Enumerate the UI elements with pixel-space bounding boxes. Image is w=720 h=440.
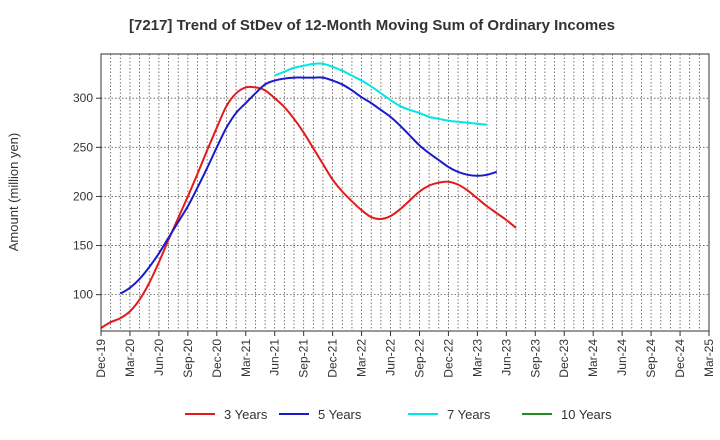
x-tick-label: Jun-20: [152, 339, 166, 376]
x-tick-label: Jun-22: [384, 339, 398, 376]
y-tick-label: 150: [73, 239, 93, 253]
x-tick-label: Jun-23: [499, 339, 513, 376]
x-tick-label: Mar-21: [239, 339, 253, 377]
series-line-3-years: [100, 85, 517, 329]
x-tick-label: Jun-24: [615, 339, 629, 376]
x-tick-label: Mar-25: [702, 339, 716, 377]
x-tick-label: Dec-21: [326, 339, 340, 378]
chart-title: [7217] Trend of StDev of 12-Month Moving…: [129, 17, 615, 34]
y-axis-label: Amount (million yen): [6, 133, 21, 252]
grid: [101, 54, 709, 331]
legend: 3 Years 5 Years 7 Years 10 Years: [185, 407, 612, 422]
x-tick-label: Sep-21: [297, 339, 311, 378]
series-line-7-years: [274, 62, 488, 126]
legend-label: 10 Years: [561, 407, 612, 422]
x-tick-label: Mar-24: [586, 339, 600, 377]
x-tick-label: Dec-23: [557, 339, 571, 378]
y-tick-label: 300: [73, 91, 93, 105]
series-lines: [100, 62, 517, 329]
x-tick-label: Dec-22: [441, 339, 455, 378]
x-tick-label: Dec-20: [210, 339, 224, 378]
x-axis: Dec-19 Mar-20 Jun-20 Sep-20 Dec-20 Mar-21 Jun-…: [94, 331, 716, 378]
plot-frame: [100, 53, 710, 332]
y-axis: 100 150 200 250 300: [73, 91, 101, 302]
y-tick-label: 250: [73, 140, 93, 154]
series-line-5-years: [119, 76, 497, 295]
x-tick-label: Mar-20: [123, 339, 137, 377]
x-tick-label: Sep-23: [528, 339, 542, 378]
x-tick-label: Jun-21: [268, 339, 282, 376]
x-tick-label: Dec-19: [94, 339, 108, 378]
x-tick-label: Dec-24: [673, 339, 687, 378]
x-tick-label: Sep-24: [644, 339, 658, 378]
legend-label: 7 Years: [447, 407, 491, 422]
y-tick-label: 200: [73, 189, 93, 203]
y-tick-label: 100: [73, 288, 93, 302]
x-tick-label: Sep-22: [412, 339, 426, 378]
x-tick-label: Sep-20: [181, 339, 195, 378]
legend-label: 5 Years: [318, 407, 362, 422]
x-tick-label: Mar-22: [355, 339, 369, 377]
legend-label: 3 Years: [224, 407, 268, 422]
x-tick-label: Mar-23: [470, 339, 484, 377]
